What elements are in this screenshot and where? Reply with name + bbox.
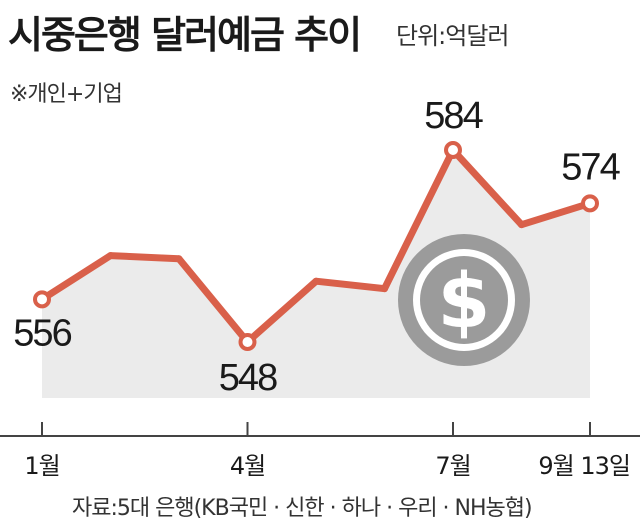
series-segment — [107, 252, 183, 263]
data-label-layer: 556 548 584 574 — [13, 95, 622, 399]
series-segment — [312, 277, 388, 293]
x-tick-label: 9월 13일 — [538, 452, 630, 480]
series-segment — [381, 146, 457, 293]
data-label: 548 — [219, 357, 277, 399]
data-point — [581, 194, 599, 213]
x-tick-label: 1월 — [24, 452, 59, 480]
data-point — [444, 141, 462, 159]
series-segment — [38, 252, 114, 303]
series-segment — [518, 199, 594, 229]
series-segment — [449, 146, 525, 229]
series-line-layer — [38, 146, 594, 346]
dollar-coin-icon: $ — [398, 234, 530, 366]
dollar-sign-glyph: $ — [438, 256, 491, 345]
data-point-layer — [33, 141, 599, 351]
data-label: 584 — [424, 95, 483, 137]
note-label: ※개인+기업 — [10, 82, 123, 107]
x-tick-label: 7월 — [435, 452, 470, 480]
x-axis: 1월 4월 7월 9월 13일 — [0, 422, 640, 480]
x-tick-label: 4월 — [230, 452, 265, 480]
data-point — [33, 290, 51, 309]
data-label: 574 — [561, 146, 620, 188]
chart-title: 시중은행 달러예금 추이 — [8, 13, 362, 57]
data-point — [238, 333, 257, 351]
unit-label: 단위:억달러 — [396, 22, 509, 50]
coin-inner — [420, 256, 508, 344]
series-segment — [175, 255, 251, 346]
data-label: 556 — [13, 312, 71, 354]
source-note: 자료:5대 은행(KB국민 · 신한 · 하나 · 우리 · NH농협) — [72, 496, 533, 521]
series-segment — [244, 277, 320, 346]
